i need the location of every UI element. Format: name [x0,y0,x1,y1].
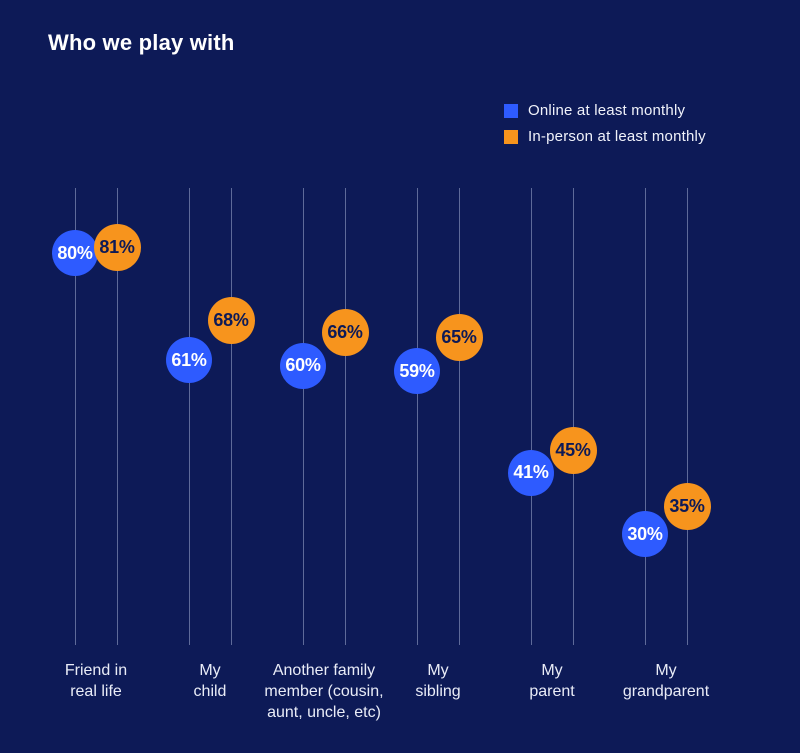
legend-item-inperson: In-person at least monthly [504,128,706,145]
gridline [231,188,232,645]
category-label: Another family member (cousin, aunt, unc… [264,662,384,721]
data-point-online: 59% [394,348,440,395]
gridline [531,188,532,645]
legend: Online at least monthly In-person at lea… [504,102,706,145]
gridline [645,188,646,645]
gridline [117,188,118,645]
category-label: My sibling [415,662,461,700]
data-point-inperson: 35% [663,482,711,530]
category-label: My grandparent [622,662,710,700]
gridline [303,188,304,645]
legend-label-inperson: In-person at least monthly [528,128,706,145]
legend-swatch-online-icon [504,103,518,118]
category-label: Friend in real life [64,662,128,700]
data-point-online: 80% [52,230,98,277]
gridline [189,188,190,645]
data-point-online: 30% [622,511,668,558]
chart-title: Who we play with [48,30,235,55]
data-point-online: 61% [166,337,212,384]
legend-label-online: Online at least monthly [528,102,686,119]
gridline [687,188,688,645]
gridline [417,188,418,645]
data-point-online: 60% [280,342,326,389]
data-point-online: 41% [508,449,554,496]
category-label: My parent [529,662,575,700]
category-label: My child [193,662,227,700]
data-point-inperson: 66% [321,308,369,356]
data-point-inperson: 81% [93,224,141,272]
gridline [75,188,76,645]
gridline [345,188,346,645]
legend-item-online: Online at least monthly [504,102,706,119]
legend-swatch-inperson-icon [504,129,518,144]
gridline [459,188,460,645]
data-point-inperson: 45% [549,426,597,474]
data-point-inperson: 65% [435,314,483,362]
gridline [573,188,574,645]
data-point-inperson: 68% [207,297,255,345]
